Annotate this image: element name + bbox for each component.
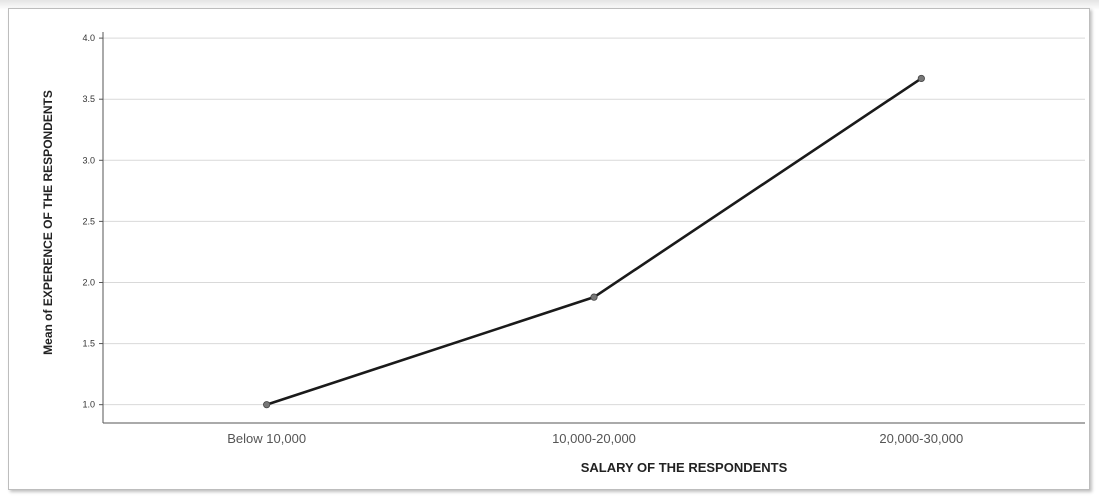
y-tick-label: 1.0 bbox=[82, 400, 95, 410]
x-tick-labels: Below 10,000 10,000-20,000 20,000-30,000 bbox=[227, 431, 963, 446]
data-points bbox=[263, 74, 925, 409]
series-line bbox=[265, 77, 923, 406]
x-axis-title: SALARY OF THE RESPONDENTS bbox=[581, 460, 788, 475]
top-edge-strip bbox=[0, 0, 1099, 10]
y-tick-label: 2.5 bbox=[82, 216, 95, 226]
x-tick-label: Below 10,000 bbox=[227, 431, 306, 446]
x-tick-label: 20,000-30,000 bbox=[879, 431, 963, 446]
axes bbox=[102, 32, 1085, 424]
y-tick-labels: 1.0 1.5 2.0 2.5 3.0 3.5 4.0 bbox=[82, 33, 95, 410]
y-tick-label: 4.0 bbox=[82, 33, 95, 43]
data-point bbox=[263, 401, 271, 409]
y-axis-title: Mean of EXPERENCE OF THE RESPONDENTS bbox=[41, 90, 55, 355]
data-point bbox=[917, 74, 925, 83]
y-tick-label: 1.5 bbox=[82, 339, 95, 349]
x-tick-label: 10,000-20,000 bbox=[552, 431, 636, 446]
gridlines bbox=[99, 37, 1085, 406]
data-point bbox=[590, 293, 598, 301]
y-tick-label: 3.5 bbox=[82, 94, 95, 104]
y-tick-label: 2.0 bbox=[82, 277, 95, 287]
chart-frame bbox=[8, 8, 1090, 490]
series-line-group bbox=[265, 77, 923, 406]
y-tick-label: 3.0 bbox=[82, 155, 95, 165]
